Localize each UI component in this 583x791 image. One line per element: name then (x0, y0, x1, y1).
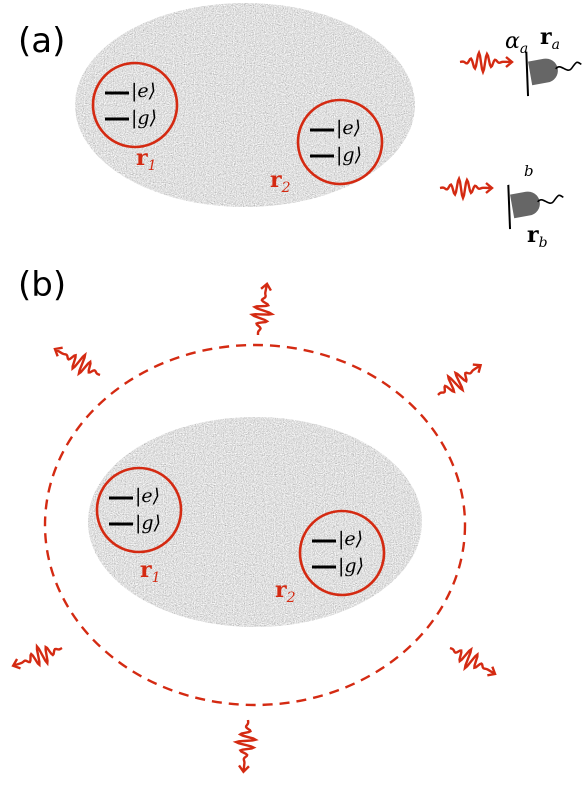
symbol: b (524, 162, 534, 180)
incoming-photon (440, 179, 492, 198)
ground-state: |g⟩ (336, 144, 362, 166)
ground-state: |g⟩ (135, 512, 161, 534)
excited-state: |e⟩ (338, 528, 363, 550)
emitted-photon (234, 719, 258, 772)
detector-position: ra (540, 24, 560, 53)
panel-label: (b) (18, 265, 66, 305)
symbol: r (275, 577, 287, 603)
ground-state: |g⟩ (131, 107, 157, 129)
subscript: 2 (281, 180, 291, 196)
detector-position: rb (527, 222, 548, 251)
symbol: r (136, 145, 148, 171)
excited-state: |e⟩ (131, 80, 156, 102)
incoming-photon (460, 53, 512, 72)
panel-label: (a) (18, 21, 65, 61)
detector-mode: αa (505, 29, 528, 57)
excited-state: |e⟩ (336, 117, 361, 139)
subscript: 1 (148, 158, 157, 174)
subscript: b (539, 235, 548, 251)
subscript: 2 (286, 590, 296, 606)
symbol: r (527, 222, 539, 248)
symbol: α (505, 29, 520, 54)
symbol: r (540, 24, 552, 50)
subscript: a (520, 41, 528, 57)
symbol: r (270, 167, 282, 193)
detector-mode: b (524, 162, 534, 180)
emitted-photon (249, 282, 277, 337)
ground-state: |g⟩ (338, 555, 364, 577)
emitted-photon (445, 640, 500, 683)
subscript: a (552, 37, 560, 53)
excited-state: |e⟩ (135, 485, 160, 507)
emitted-photon (10, 639, 65, 675)
subscript: 1 (152, 570, 161, 586)
figure: (a) |e⟩|g⟩r1|e⟩|g⟩r2 αa ra b rb (b) |e⟩|… (0, 0, 583, 791)
emitted-photon (50, 340, 105, 383)
emitted-photon (433, 358, 487, 403)
symbol: r (140, 557, 152, 583)
